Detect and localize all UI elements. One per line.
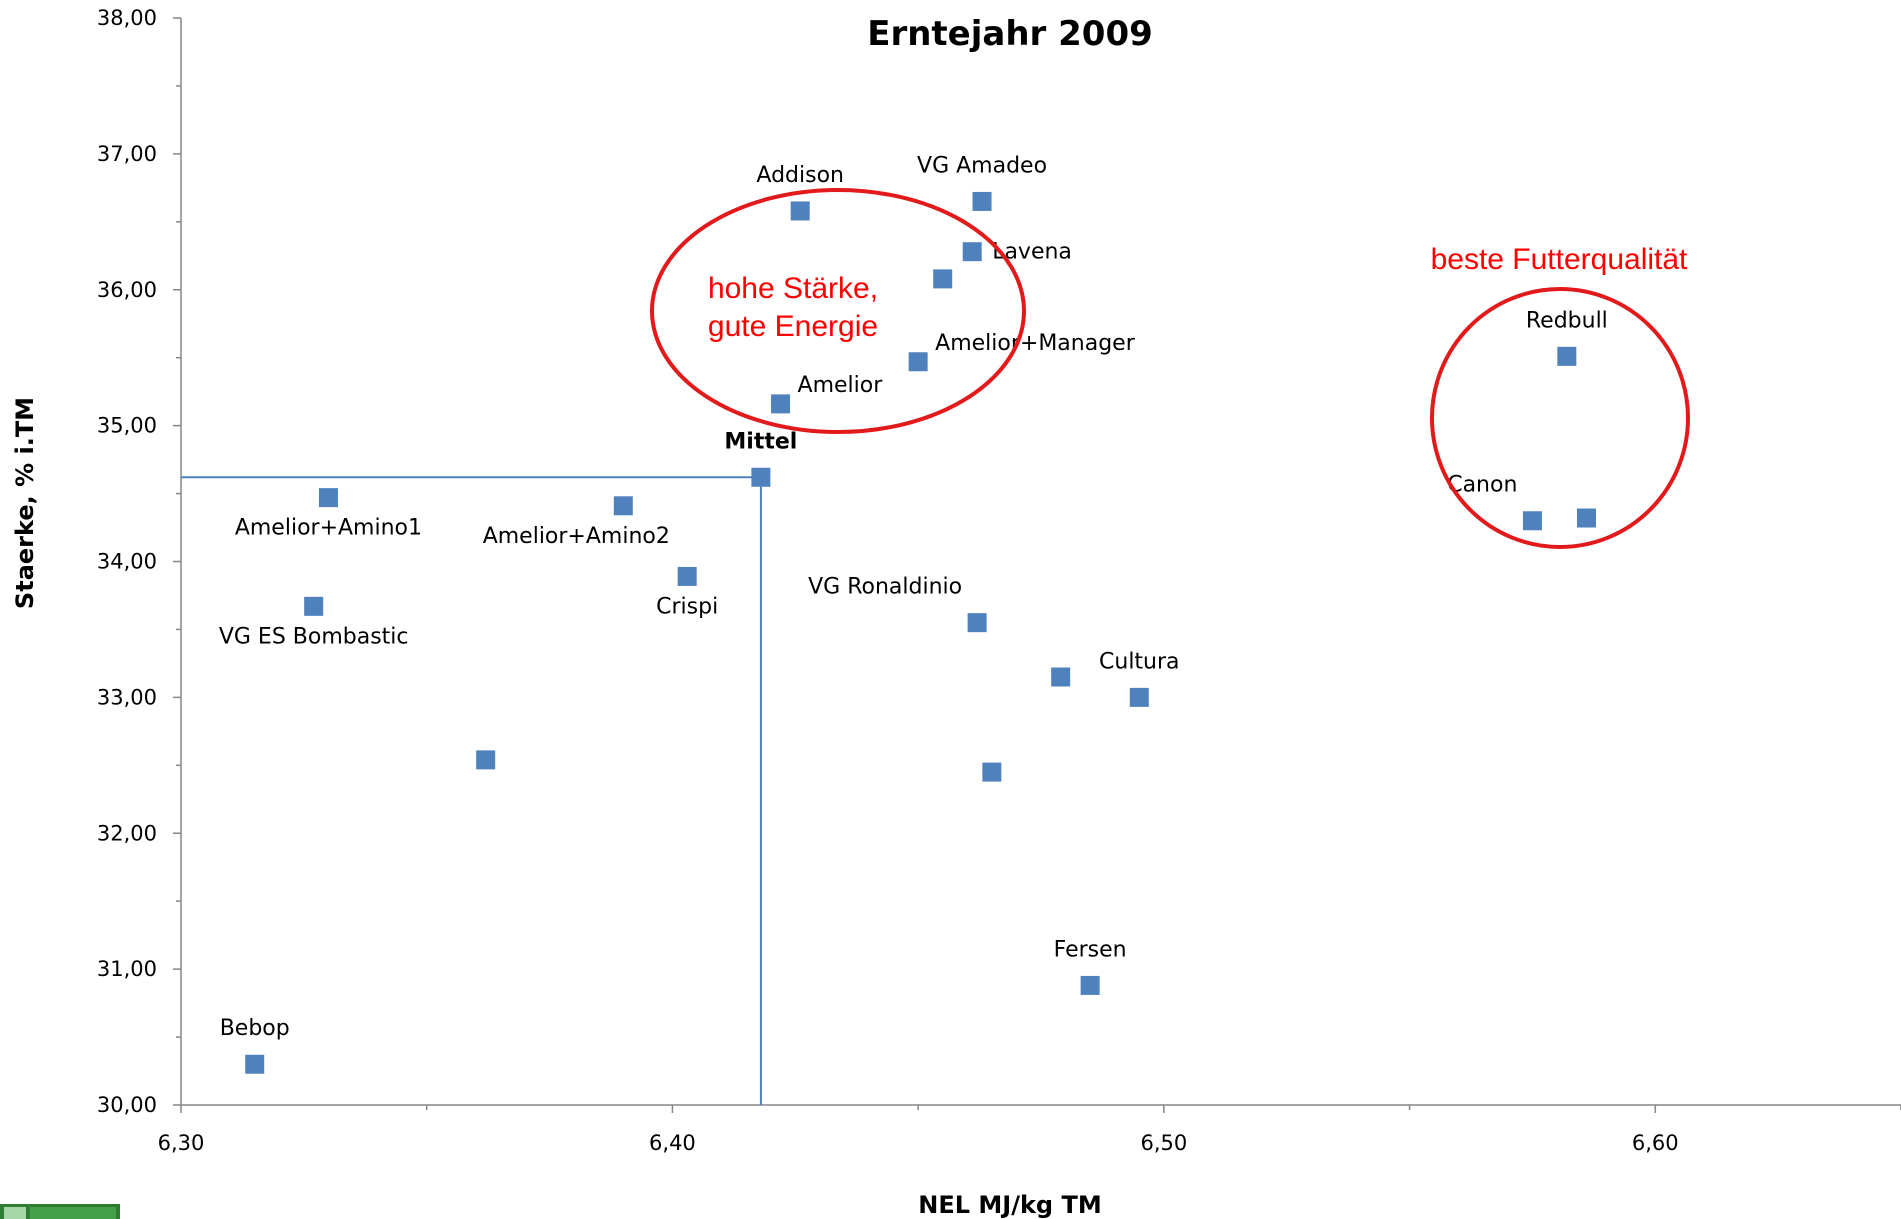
data-point-label: Addison [756, 163, 844, 188]
data-point-marker [245, 1054, 265, 1074]
data-point-marker [318, 488, 338, 508]
data-point-marker [1051, 667, 1071, 687]
best-quality-ellipse [1430, 287, 1690, 549]
y-tick-label: 31,00 [97, 957, 157, 981]
data-point-marker [304, 596, 324, 616]
data-point-marker [982, 762, 1002, 782]
annotation-high-starch-line2: gute Energie [708, 310, 878, 343]
data-point-label: Lavena [992, 240, 1072, 265]
data-point-marker [677, 566, 697, 586]
data-points [245, 191, 1596, 1074]
data-point-marker [972, 191, 992, 211]
high-starch-ellipse [650, 188, 1026, 434]
data-point-label: Mittel [724, 429, 797, 454]
data-point-label: Crispi [656, 594, 718, 619]
data-point-label: Amelior+Amino1 [235, 516, 422, 541]
data-point-marker [790, 201, 810, 221]
data-point-label: Amelior [798, 373, 884, 398]
chart-title: Erntejahr 2009 [867, 14, 1153, 54]
data-point-label: Fersen [1054, 937, 1127, 962]
data-point-marker [476, 750, 496, 770]
x-tick-label: 6,60 [1632, 1131, 1679, 1155]
y-tick-label: 30,00 [97, 1093, 157, 1117]
y-tick-label: 34,00 [97, 550, 157, 574]
data-point-marker [613, 496, 633, 516]
x-axis-title: NEL MJ/kg TM [918, 1191, 1101, 1219]
y-tick-label: 36,00 [97, 278, 157, 302]
data-point-marker [1522, 511, 1542, 531]
data-point-marker [933, 269, 953, 289]
annotation-high-starch-line1: hohe Stärke, [708, 272, 878, 305]
x-tick-label: 6,40 [649, 1131, 696, 1155]
y-tick-label: 32,00 [97, 821, 157, 845]
data-point-label: VG Ronaldinio [808, 575, 962, 600]
data-point-marker [771, 394, 791, 414]
y-axis: 30,00 31,00 32,00 33,00 34,00 35,00 36,00 37,00… [97, 6, 182, 1117]
point-labels: Bebop VG ES Bombastic Amelior+Amino1 Amelio… [219, 153, 1608, 1041]
data-point-label: Amelior+Amino2 [483, 524, 670, 549]
data-point-label: Amelior+Manager [935, 331, 1136, 356]
data-point-marker [908, 352, 928, 372]
data-point-marker [1557, 346, 1577, 366]
data-point-marker [1576, 508, 1596, 528]
data-point-marker [1129, 687, 1149, 707]
y-tick-label: 37,00 [97, 142, 157, 166]
annotation-best-quality: beste Futterqualität [1431, 243, 1688, 276]
logo-icon [0, 1204, 120, 1219]
data-point-label: Bebop [220, 1016, 290, 1041]
x-tick-label: 6,50 [1140, 1131, 1187, 1155]
y-tick-label: 33,00 [97, 685, 157, 709]
y-axis-title: Staerke, % i.TM [11, 397, 39, 609]
data-point-marker [962, 242, 982, 262]
data-point-label: Redbull [1526, 308, 1608, 333]
x-tick-label: 6,30 [158, 1131, 205, 1155]
data-point-marker [751, 467, 771, 487]
x-axis: 6,30 6,40 6,50 6,60 [158, 1104, 1901, 1155]
data-point-marker [967, 613, 987, 633]
y-tick-label: 35,00 [97, 414, 157, 438]
data-point-label: Canon [1447, 473, 1517, 498]
data-point-label: VG Amadeo [917, 153, 1047, 178]
data-point-label: Cultura [1099, 649, 1180, 674]
mean-reference-lines [181, 476, 762, 1105]
data-point-label: VG ES Bombastic [219, 624, 409, 649]
data-point-marker [1080, 975, 1100, 995]
y-tick-label: 38,00 [97, 6, 157, 30]
